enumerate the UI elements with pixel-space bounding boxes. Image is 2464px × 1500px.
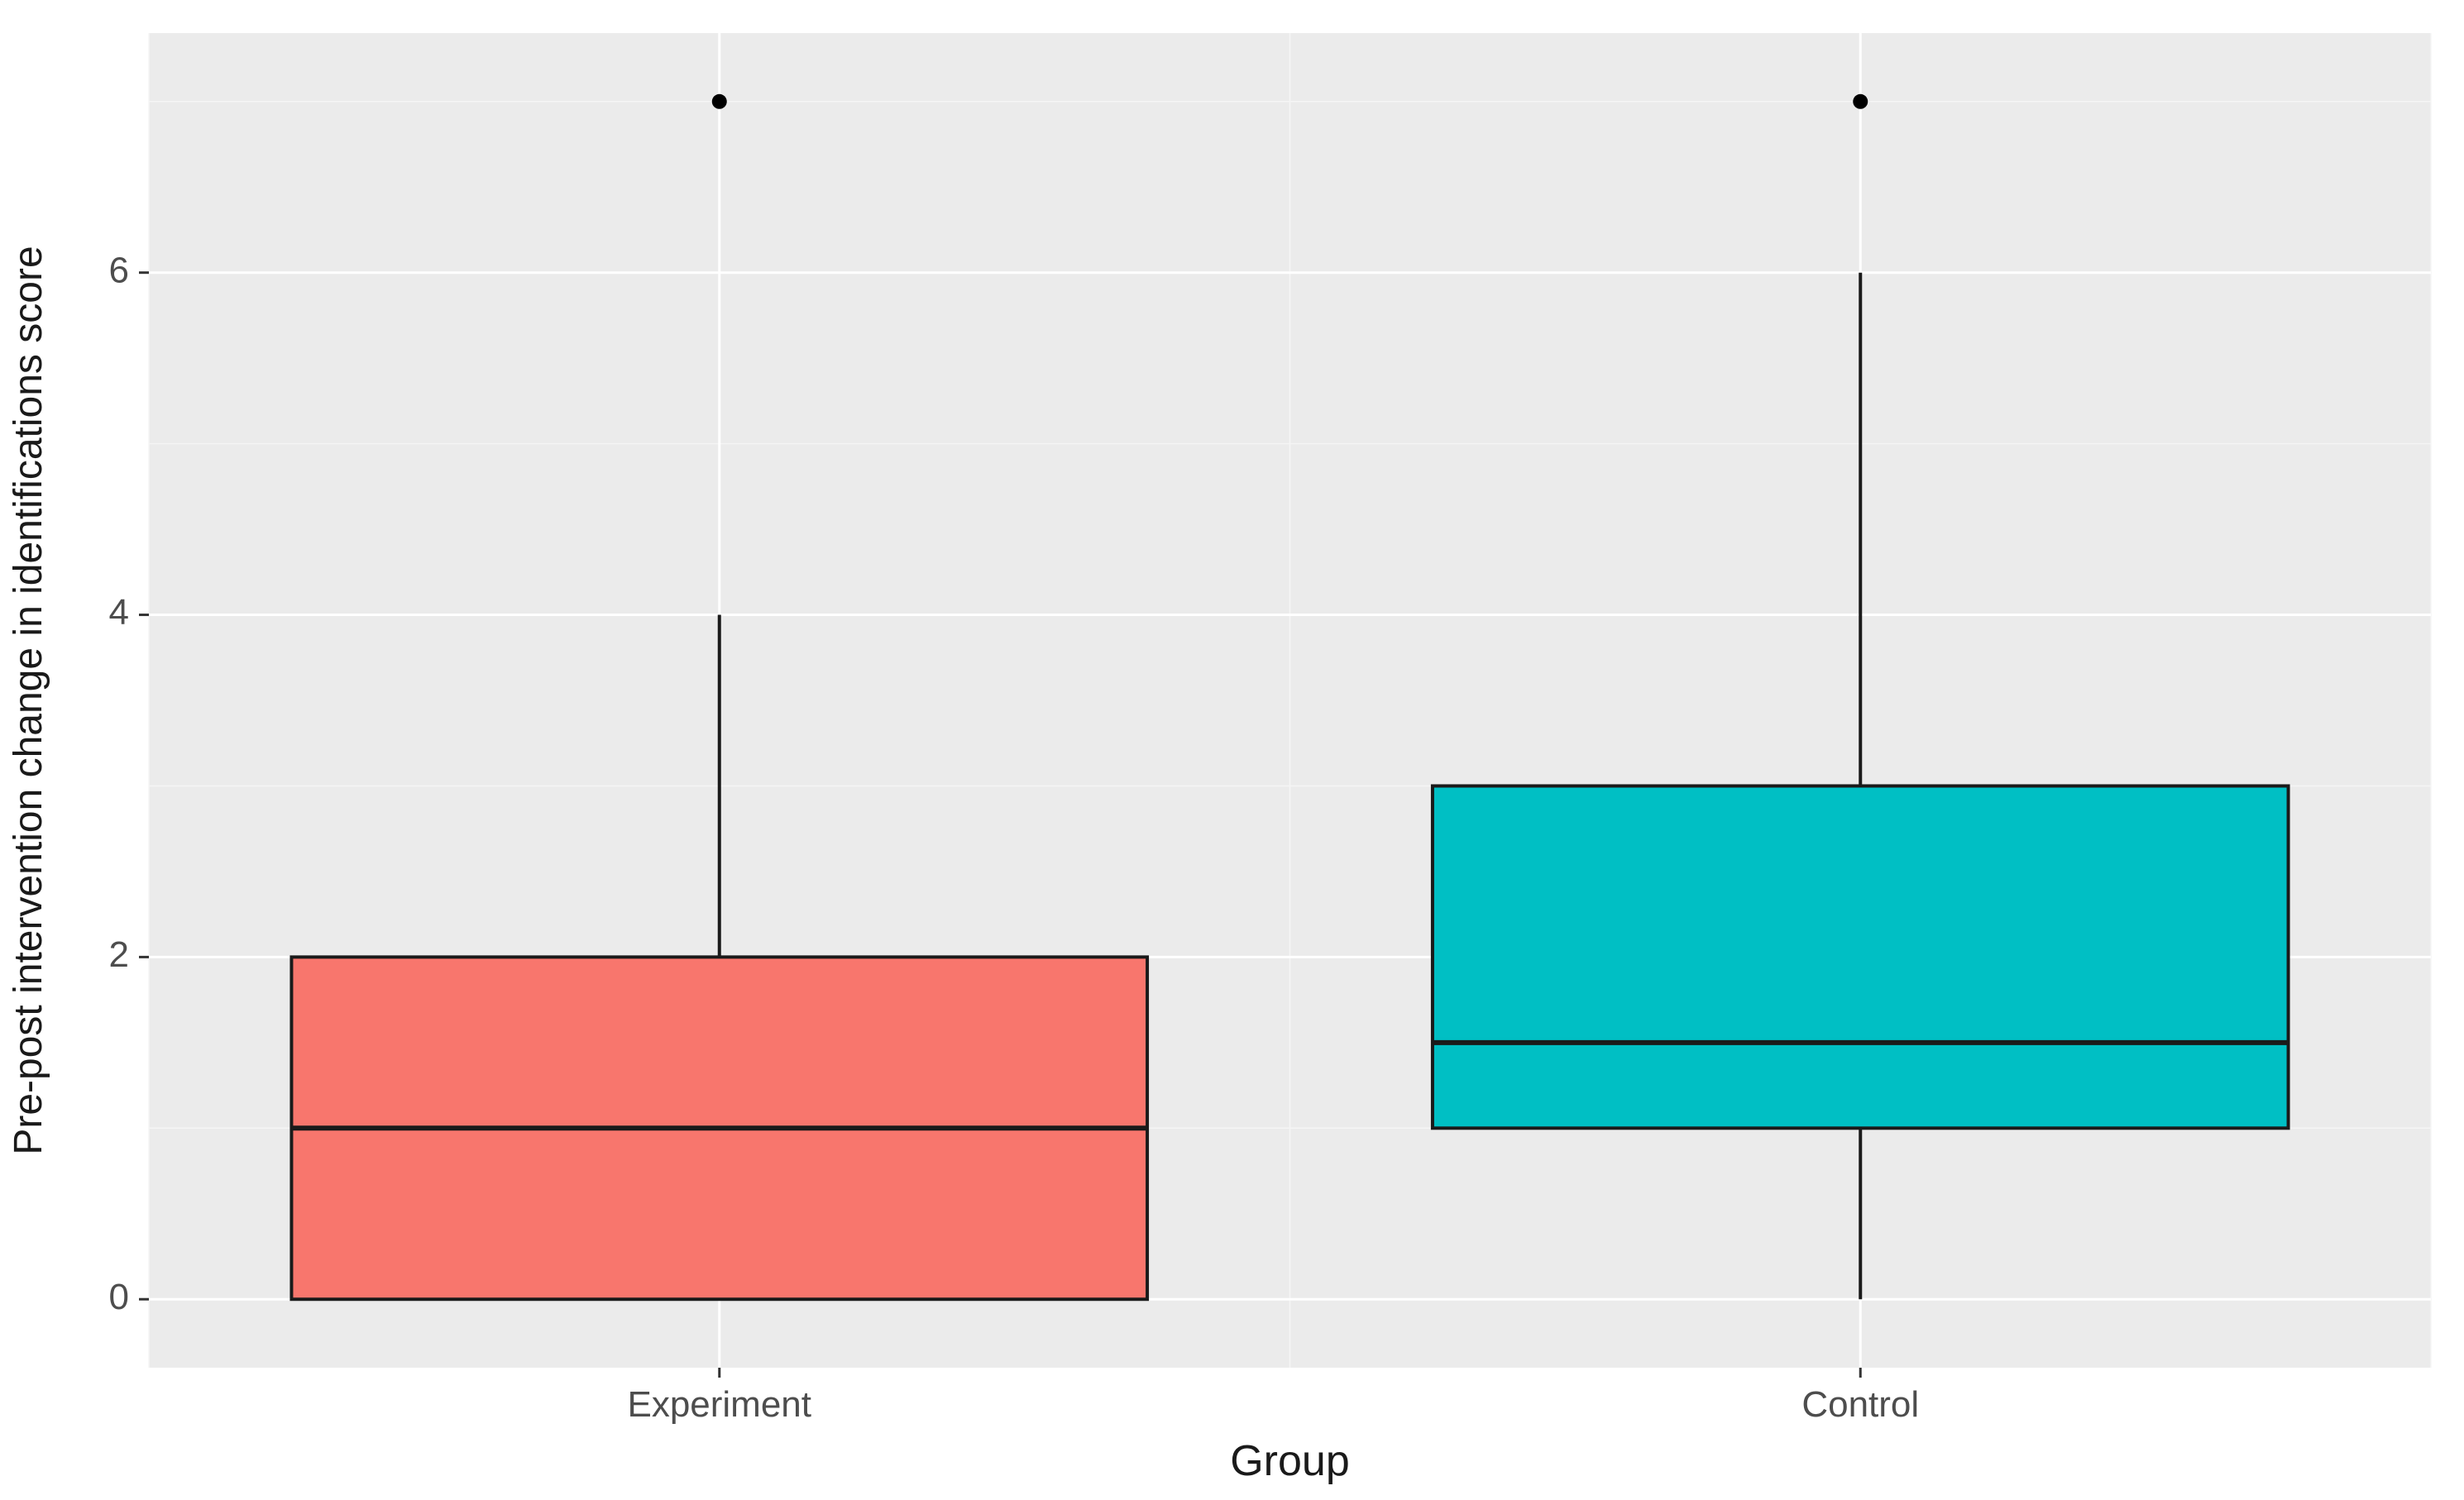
outlier-point xyxy=(1853,94,1868,109)
x-axis-title: Group xyxy=(1230,1437,1350,1485)
boxplot-svg: 0 2 4 6 Experiment Control Group Pre-post inter… xyxy=(0,0,2464,1500)
y-tick-label: 0 xyxy=(109,1277,129,1317)
boxplot-chart: 0 2 4 6 Experiment Control Group Pre-post inter… xyxy=(0,0,2464,1500)
y-tick-label: 2 xyxy=(109,934,129,975)
y-tick-label: 6 xyxy=(109,250,129,290)
outlier-point xyxy=(712,94,727,109)
y-tick-label: 4 xyxy=(109,592,129,633)
y-axis-title: Pre-post intervention change in identifi… xyxy=(7,246,50,1154)
x-tick-label: Control xyxy=(1801,1384,1919,1425)
x-tick-label: Experiment xyxy=(627,1384,811,1425)
box-control xyxy=(1433,786,2289,1128)
